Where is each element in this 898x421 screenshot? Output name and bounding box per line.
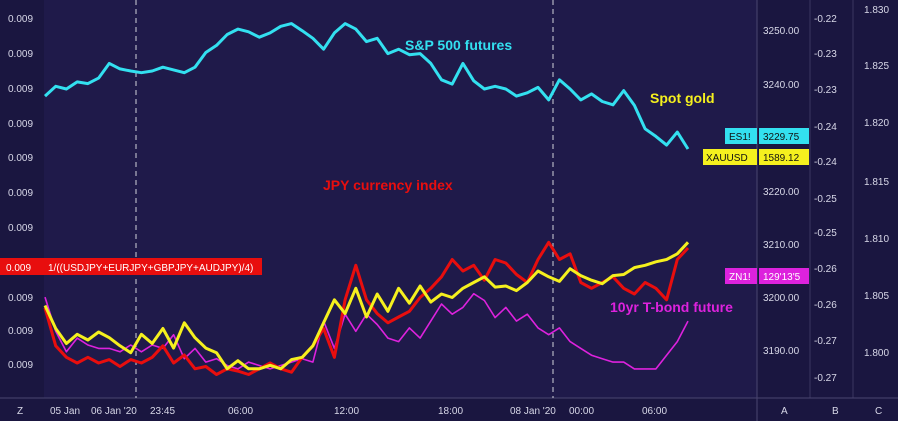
gold-annotation: Spot gold <box>650 90 715 106</box>
es-axis-tick-label: 3220.00 <box>763 187 800 198</box>
gold-symbol-label: XAUUSD <box>706 153 748 164</box>
gold-axis-tick-label: 1.820 <box>864 118 889 129</box>
time-axis-tick-label: 06:00 <box>228 406 253 417</box>
time-axis-tick-label: 06 Jan '20 <box>91 406 137 417</box>
tbond-axis-tick-label: -0.27 <box>814 373 837 384</box>
left-axis-tick-label: 0.009 <box>8 360 33 371</box>
scale-button-a[interactable]: A <box>781 406 788 417</box>
time-axis-tick-label: 12:00 <box>334 406 359 417</box>
gold-axis-tick-label: 1.815 <box>864 177 889 188</box>
jpy-annotation: JPY currency index <box>323 177 453 193</box>
jpy-value-box <box>0 258 44 275</box>
es-value-label: 3229.75 <box>763 132 800 143</box>
zn-value-label: 129'13'5 <box>763 272 801 283</box>
time-axis-tick-label: 23:45 <box>150 406 175 417</box>
es-symbol-box <box>725 128 757 144</box>
left-axis-tick-label: 0.009 <box>8 119 33 130</box>
left-axis-tick-label: 0.009 <box>8 223 33 234</box>
es-value-box <box>759 128 809 144</box>
left-axis-tick-label: 0.009 <box>8 84 33 95</box>
gold-axis-tick-label: 1.800 <box>864 348 889 359</box>
tbond-axis-tick-label: -0.23 <box>814 49 837 60</box>
time-axis-tick-label: 00:00 <box>569 406 594 417</box>
left-axis-tick-label: 0.009 <box>8 153 33 164</box>
tbond-line <box>44 292 689 370</box>
es-axis-tick-label: 3200.00 <box>763 293 800 304</box>
tbond-axis-tick-label: -0.24 <box>814 122 837 133</box>
tbond-axis-tick-label: -0.25 <box>814 228 837 239</box>
left-axis-tick-label: 0.009 <box>8 14 33 25</box>
es-axis-tick-label: 3250.00 <box>763 26 800 37</box>
gold-axis-tick-label: 1.825 <box>864 61 889 72</box>
jpy-formula-box <box>44 258 262 275</box>
tbond-axis-tick-label: -0.25 <box>814 194 837 205</box>
left-axis-tick-label: 0.009 <box>8 326 33 337</box>
gold-value-box <box>759 149 809 165</box>
gold-axis-tick-label: 1.810 <box>864 234 889 245</box>
left-axis-tick-label: 0.009 <box>8 188 33 199</box>
sp500-annotation: S&P 500 futures <box>405 37 512 53</box>
gold-value-label: 1589.12 <box>763 153 800 164</box>
tbond-annotation: 10yr T-bond future <box>610 299 733 315</box>
scale-button-c[interactable]: C <box>875 406 882 417</box>
tbond-axis-tick-label: -0.23 <box>814 85 837 96</box>
time-axis-tick-label: 06:00 <box>642 406 667 417</box>
left-price-axis <box>0 0 44 421</box>
jpy-formula-label: 1/((USDJPY+EURJPY+GBPJPY+AUDJPY)/4) <box>48 263 253 274</box>
es-axis-tick-label: 3210.00 <box>763 240 800 251</box>
scale-button-b[interactable]: B <box>832 406 839 417</box>
time-axis-tick-label: 08 Jan '20 <box>510 406 556 417</box>
es-axis-tick-label: 3190.00 <box>763 346 800 357</box>
jpy-value-label: 0.009 <box>6 263 31 274</box>
time-axis-tick-label: 18:00 <box>438 406 463 417</box>
sp500-line <box>43 22 690 150</box>
zn-symbol-box <box>725 268 757 284</box>
es-symbol-label: ES1! <box>729 132 751 143</box>
gold-symbol-box <box>703 149 757 165</box>
tbond-axis-tick-label: -0.27 <box>814 336 837 347</box>
zn-value-box <box>759 268 809 284</box>
tbond-axis-tick-label: -0.22 <box>814 14 837 25</box>
scale-button-z[interactable]: Z <box>17 406 23 417</box>
right-price-axes <box>757 0 898 421</box>
left-axis-tick-label: 0.009 <box>8 293 33 304</box>
zn-symbol-label: ZN1! <box>729 272 751 283</box>
gold-axis-tick-label: 1.830 <box>864 5 889 16</box>
left-axis-tick-label: 0.009 <box>8 49 33 60</box>
tbond-axis-tick-label: -0.26 <box>814 300 837 311</box>
tbond-axis-tick-label: -0.26 <box>814 264 837 275</box>
time-axis <box>0 398 898 421</box>
es-axis-tick-label: 3240.00 <box>763 80 800 91</box>
tbond-axis-tick-label: -0.24 <box>814 157 837 168</box>
time-axis-tick-label: 05 Jan <box>50 406 80 417</box>
gold-axis-tick-label: 1.805 <box>864 291 889 302</box>
